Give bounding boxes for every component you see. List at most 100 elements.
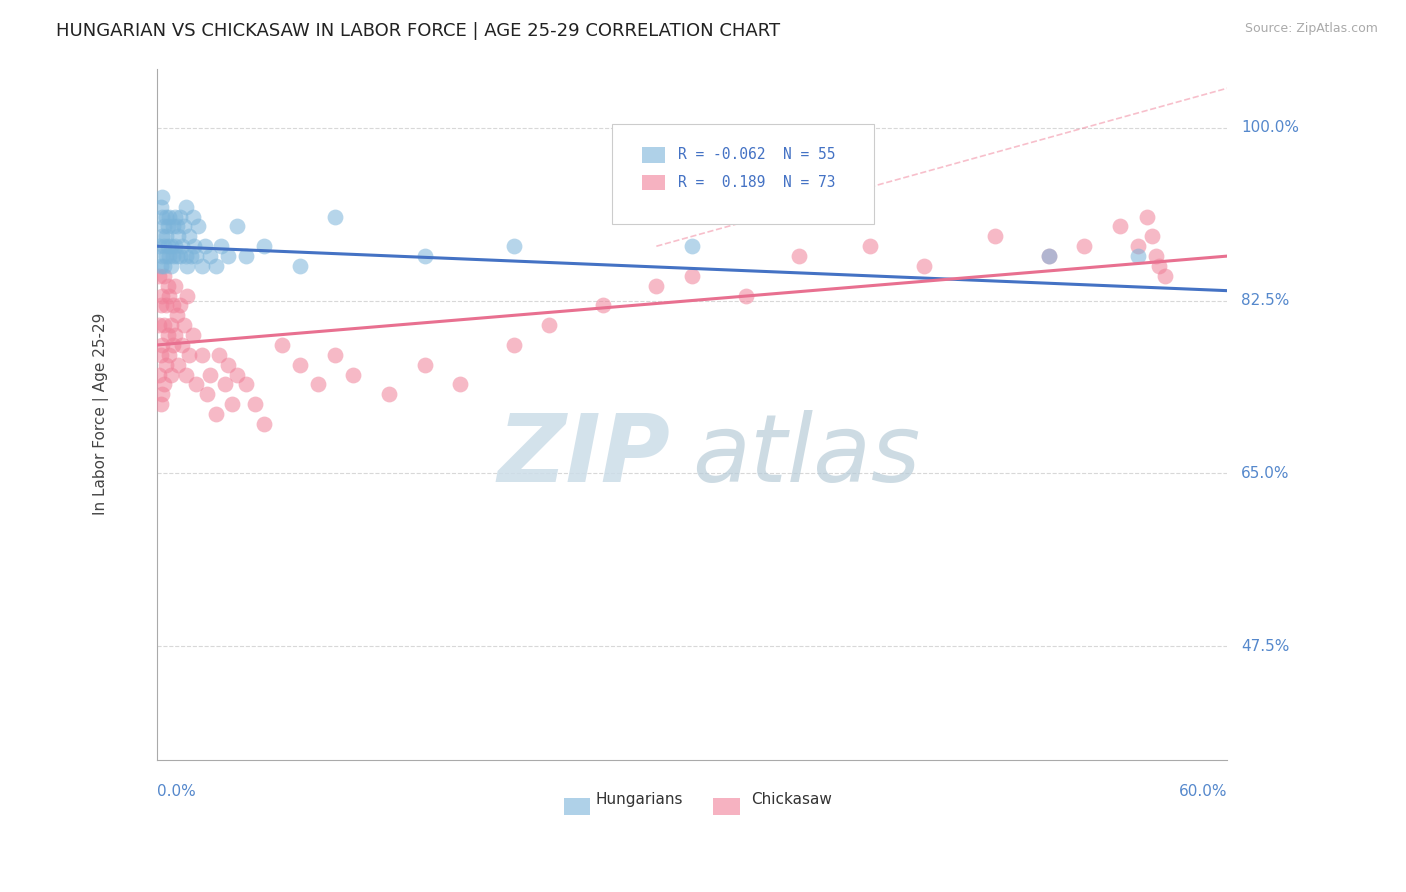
Point	[645, 278, 668, 293]
Point	[148, 268, 170, 283]
Point	[159, 288, 181, 302]
Point	[200, 249, 222, 263]
Point	[176, 259, 198, 273]
Point	[153, 268, 176, 283]
Point	[153, 318, 176, 333]
Point	[150, 229, 173, 244]
Point	[163, 210, 186, 224]
Point	[226, 368, 249, 382]
Point	[190, 259, 212, 273]
Point	[169, 210, 191, 224]
Point	[1149, 259, 1171, 273]
Point	[186, 377, 208, 392]
Point	[170, 239, 193, 253]
Point	[209, 239, 232, 253]
Point	[163, 278, 186, 293]
Point	[205, 407, 228, 421]
Point	[162, 249, 184, 263]
Point	[538, 318, 561, 333]
Text: 100.0%: 100.0%	[1241, 120, 1299, 136]
Point	[502, 338, 524, 352]
Point	[150, 288, 173, 302]
Text: R =  0.189  N = 73: R = 0.189 N = 73	[678, 175, 835, 190]
Text: In Labor Force | Age 25-29: In Labor Force | Age 25-29	[93, 313, 110, 516]
Point	[912, 259, 935, 273]
Point	[150, 338, 173, 352]
Point	[1140, 229, 1163, 244]
Point	[1109, 219, 1132, 234]
Point	[153, 239, 176, 253]
Point	[243, 397, 266, 411]
Point	[155, 229, 177, 244]
Text: 0.0%: 0.0%	[157, 784, 195, 799]
Point	[190, 348, 212, 362]
Point	[156, 328, 179, 343]
Point	[1136, 210, 1159, 224]
Point	[150, 249, 173, 263]
Point	[502, 239, 524, 253]
Text: 82.5%: 82.5%	[1241, 293, 1289, 308]
Point	[307, 377, 329, 392]
Text: R = -0.062  N = 55: R = -0.062 N = 55	[678, 147, 835, 162]
Point	[1038, 249, 1060, 263]
Point	[1126, 249, 1149, 263]
Point	[187, 219, 209, 234]
Point	[217, 249, 239, 263]
Point	[163, 328, 186, 343]
Point	[166, 219, 188, 234]
Point	[169, 298, 191, 312]
Point	[217, 358, 239, 372]
FancyBboxPatch shape	[641, 147, 665, 162]
Text: HUNGARIAN VS CHICKASAW IN LABOR FORCE | AGE 25-29 CORRELATION CHART: HUNGARIAN VS CHICKASAW IN LABOR FORCE | …	[56, 22, 780, 40]
Point	[413, 358, 436, 372]
Point	[159, 249, 181, 263]
Point	[173, 219, 195, 234]
Point	[149, 298, 172, 312]
FancyBboxPatch shape	[713, 797, 740, 815]
Point	[413, 249, 436, 263]
Point	[378, 387, 401, 401]
Text: 65.0%: 65.0%	[1241, 466, 1289, 481]
Point	[166, 309, 188, 323]
Point	[174, 368, 197, 382]
Point	[156, 278, 179, 293]
Point	[148, 239, 170, 253]
Point	[156, 239, 179, 253]
Text: ZIP: ZIP	[498, 409, 671, 501]
Text: 60.0%: 60.0%	[1178, 784, 1227, 799]
Point	[1144, 249, 1167, 263]
Point	[163, 239, 186, 253]
Point	[149, 200, 172, 214]
Point	[153, 219, 176, 234]
Point	[162, 298, 184, 312]
Point	[183, 239, 205, 253]
Point	[342, 368, 364, 382]
Point	[162, 219, 184, 234]
Point	[155, 249, 177, 263]
Point	[177, 348, 200, 362]
Point	[167, 229, 190, 244]
Point	[288, 358, 311, 372]
Point	[159, 210, 181, 224]
Point	[149, 397, 172, 411]
Text: Source: ZipAtlas.com: Source: ZipAtlas.com	[1244, 22, 1378, 36]
Text: Chickasaw: Chickasaw	[751, 792, 832, 807]
Point	[150, 387, 173, 401]
Point	[1126, 239, 1149, 253]
Point	[153, 377, 176, 392]
Point	[1038, 249, 1060, 263]
Point	[208, 348, 231, 362]
Point	[205, 259, 228, 273]
Point	[150, 210, 173, 224]
Point	[195, 387, 218, 401]
Point	[156, 219, 179, 234]
Point	[155, 298, 177, 312]
Point	[162, 338, 184, 352]
Point	[734, 288, 756, 302]
Point	[180, 249, 202, 263]
Point	[160, 239, 183, 253]
Point	[235, 377, 257, 392]
Text: 47.5%: 47.5%	[1241, 639, 1289, 654]
Text: atlas: atlas	[692, 410, 921, 501]
Point	[984, 229, 1007, 244]
